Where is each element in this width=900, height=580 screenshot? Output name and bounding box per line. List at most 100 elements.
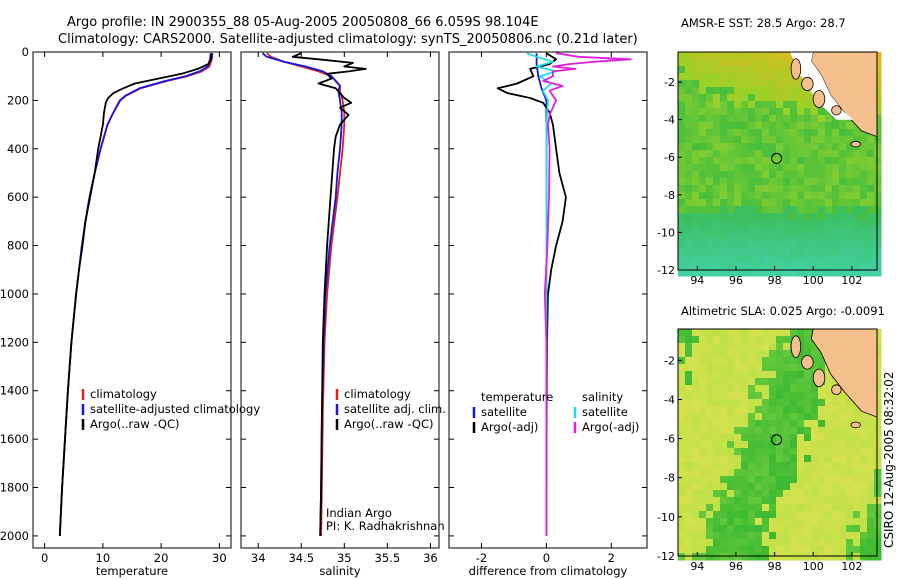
map-cell	[790, 427, 798, 435]
map-cell	[769, 476, 777, 484]
map-cell	[783, 115, 791, 123]
map-cell	[874, 129, 882, 137]
map-cell	[839, 462, 847, 470]
map-cell	[853, 511, 861, 519]
map-cell	[811, 490, 819, 498]
map-cell	[804, 455, 812, 463]
map-cell	[790, 220, 798, 228]
map-cell	[818, 497, 826, 505]
map-cell	[818, 511, 826, 519]
map-cell	[776, 462, 784, 470]
map-cell	[839, 532, 847, 540]
map-cell	[713, 518, 721, 526]
map-cell	[713, 399, 721, 407]
map-cell	[699, 364, 707, 372]
map-cell	[825, 178, 833, 186]
map-cell	[734, 220, 742, 228]
map-cell	[776, 476, 784, 484]
map-cell	[860, 185, 868, 193]
map-cell	[755, 234, 763, 242]
map-cell	[804, 143, 812, 151]
map-cell	[706, 255, 714, 263]
map-cell	[713, 213, 721, 221]
map-cell	[685, 392, 693, 400]
difference-profile-line-salinity-argo-adj-	[542, 52, 632, 536]
map-cell	[748, 115, 756, 123]
map-cell	[734, 357, 742, 365]
map-cell	[783, 392, 791, 400]
map-cell	[692, 336, 700, 344]
map-cell	[790, 448, 798, 456]
map-cell	[832, 143, 840, 151]
map-cell	[706, 101, 714, 109]
map-cell	[755, 539, 763, 547]
map-cell	[776, 220, 784, 228]
map-cell	[790, 206, 798, 214]
x-tick-label: 100	[803, 560, 824, 573]
map-cell	[734, 455, 742, 463]
map-cell	[804, 220, 812, 228]
map-cell	[748, 525, 756, 533]
map-cell	[699, 518, 707, 526]
map-cell	[699, 227, 707, 235]
map-cell	[776, 385, 784, 393]
map-cell	[797, 220, 805, 228]
map-cell	[867, 136, 875, 144]
map-cell	[825, 455, 833, 463]
map-cell	[874, 185, 882, 193]
map-cell	[797, 269, 805, 277]
map-cell	[811, 262, 819, 270]
map-cell	[678, 455, 686, 463]
map-cell	[713, 490, 721, 498]
map-cell	[853, 178, 861, 186]
map-cell	[685, 185, 693, 193]
map-cell	[783, 269, 791, 277]
map-cell	[699, 490, 707, 498]
map-cell	[853, 455, 861, 463]
map-cell	[853, 255, 861, 263]
map-cell	[748, 371, 756, 379]
map-cell	[713, 511, 721, 519]
map-cell	[741, 59, 749, 67]
map-cell	[811, 227, 819, 235]
map-cell	[769, 129, 777, 137]
map-cell	[769, 94, 777, 102]
map-cell	[727, 350, 735, 358]
map-cell	[790, 171, 798, 179]
map-cell	[783, 136, 791, 144]
map-cell	[748, 269, 756, 277]
map-cell	[692, 248, 700, 256]
map-cell	[727, 213, 735, 221]
y-tick-label: 400	[7, 142, 29, 156]
map-cell	[790, 483, 798, 491]
map-cell	[699, 59, 707, 67]
map-cell	[748, 518, 756, 526]
map-cell	[825, 385, 833, 393]
map-cell	[713, 108, 721, 116]
map-cell	[867, 164, 875, 172]
map-cell	[734, 192, 742, 200]
map-cell	[874, 525, 882, 533]
map-cell	[720, 497, 728, 505]
map-cell	[762, 427, 770, 435]
map-cell	[692, 150, 700, 158]
map-cell	[783, 255, 791, 263]
map-cell	[762, 157, 770, 165]
map-cell	[692, 350, 700, 358]
map-cell	[797, 241, 805, 249]
map-cell	[762, 115, 770, 123]
map-cell	[748, 469, 756, 477]
map-cell	[741, 357, 749, 365]
map-cell	[839, 136, 847, 144]
map-cell	[713, 392, 721, 400]
map-cell	[818, 199, 826, 207]
map-cell	[783, 178, 791, 186]
map-cell	[755, 448, 763, 456]
map-cell	[867, 192, 875, 200]
map-cell	[713, 427, 721, 435]
map-cell	[692, 178, 700, 186]
map-cell	[727, 483, 735, 491]
map-cell	[818, 546, 826, 554]
map-cell	[874, 420, 882, 428]
x-tick-label: 35.5	[375, 551, 401, 565]
